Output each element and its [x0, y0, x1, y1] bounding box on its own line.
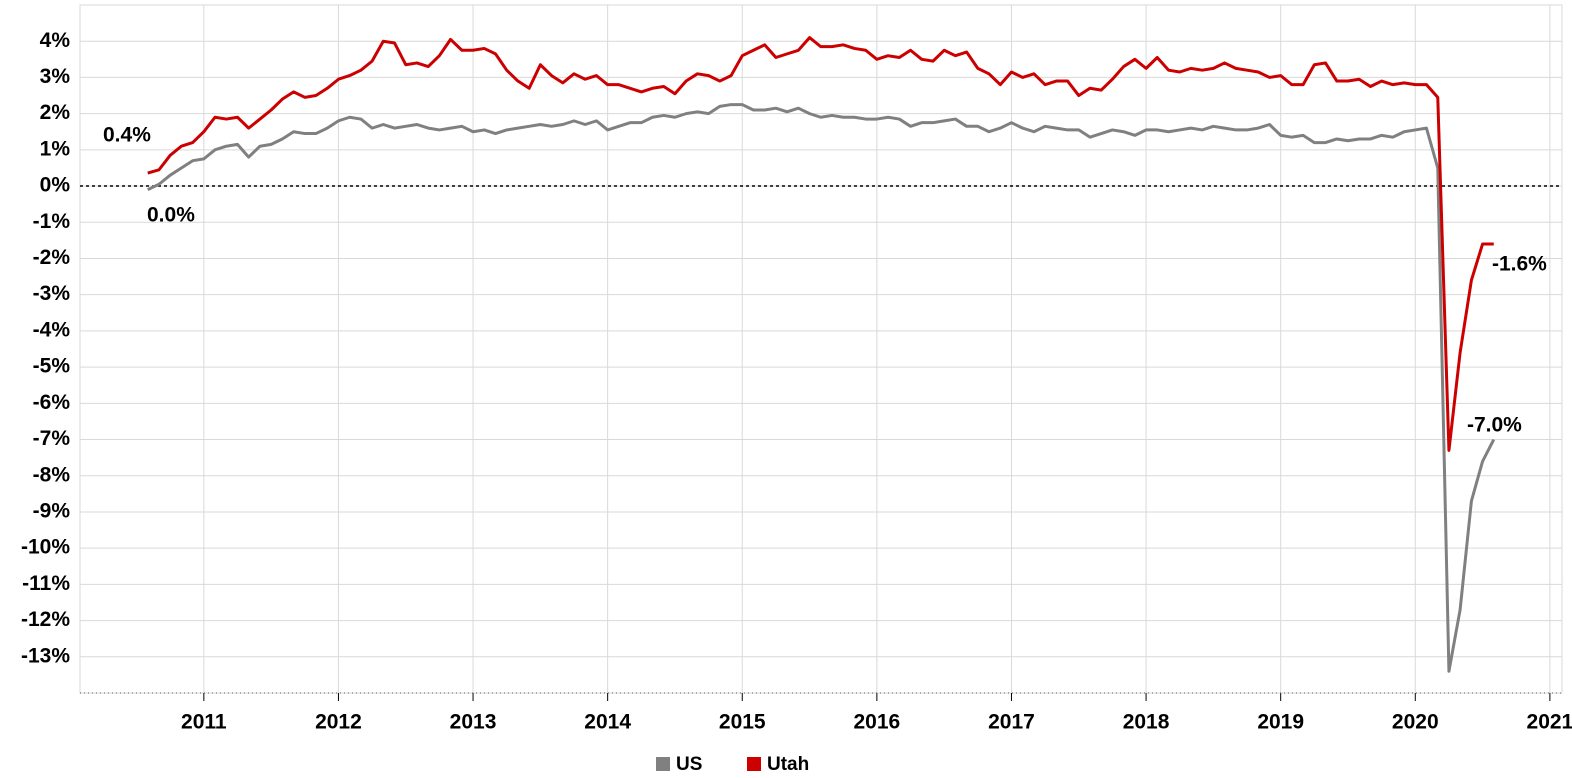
y-tick-label: -12% [21, 608, 70, 631]
x-tick-label: 2019 [1257, 711, 1304, 734]
x-tick-label: 2016 [854, 711, 901, 734]
series-line [147, 103, 1496, 673]
y-tick-label: -9% [33, 499, 71, 522]
series-line [147, 36, 1494, 452]
y-tick-label: -6% [33, 391, 71, 414]
y-tick-label: 4% [40, 29, 71, 52]
legend-swatch [747, 757, 761, 771]
legend-label: US [676, 754, 702, 775]
y-tick-label: -5% [33, 355, 71, 378]
annotation: 0.4% [103, 124, 151, 147]
legend-label: Utah [767, 754, 809, 775]
x-tick-label: 2013 [450, 711, 497, 734]
x-tick-label: 2021 [1527, 711, 1572, 734]
annotation: -1.6% [1492, 253, 1547, 276]
x-tick-label: 2011 [181, 711, 227, 734]
y-tick-label: -7% [33, 427, 71, 450]
y-tick-label: -2% [33, 246, 71, 269]
x-tick-label: 2017 [988, 711, 1035, 734]
y-tick-label: 0% [40, 174, 71, 197]
y-tick-label: -4% [33, 318, 71, 341]
y-tick-label: -1% [33, 210, 71, 233]
x-tick-label: 2018 [1123, 711, 1170, 734]
y-tick-label: -3% [33, 282, 71, 305]
annotation: -7.0% [1467, 414, 1522, 437]
y-tick-label: -11% [22, 572, 70, 595]
x-tick-label: 2012 [315, 711, 362, 734]
y-tick-label: 2% [40, 101, 71, 124]
y-tick-label: -13% [21, 644, 70, 667]
y-tick-label: 3% [40, 65, 71, 88]
y-tick-label: -8% [33, 463, 71, 486]
plot-area [79, 4, 1563, 694]
x-tick-label: 2014 [584, 711, 631, 734]
legend-swatch [656, 757, 670, 771]
x-tick-label: 2015 [719, 711, 766, 734]
y-tick-label: 1% [40, 137, 71, 160]
x-tick-label: 2020 [1392, 711, 1439, 734]
y-tick-label: -10% [21, 536, 70, 559]
annotation: 0.0% [147, 204, 195, 227]
